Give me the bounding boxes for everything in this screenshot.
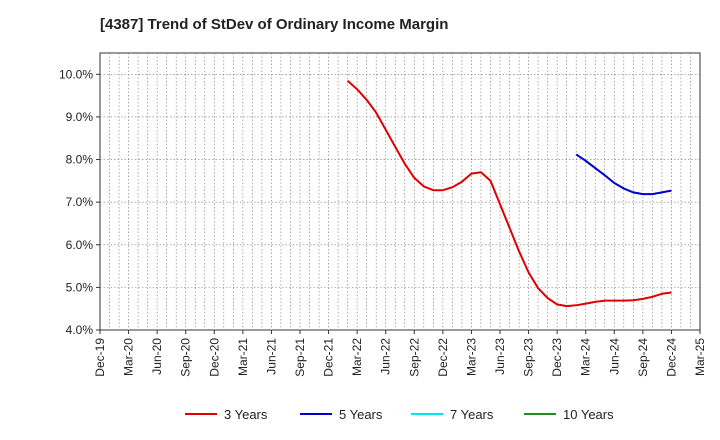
y-tick-label: 7.0% — [66, 195, 94, 209]
y-tick-label: 4.0% — [66, 323, 94, 337]
x-tick-label: Jun-21 — [264, 338, 278, 375]
x-tick-label: Mar-25 — [693, 338, 707, 376]
x-tick-label: Dec-19 — [93, 338, 107, 377]
x-tick-label: Dec-21 — [322, 338, 336, 377]
y-tick-label: 5.0% — [66, 280, 94, 294]
x-tick-label: Mar-20 — [122, 338, 136, 376]
x-tick-label: Sep-24 — [636, 338, 650, 377]
x-tick-label: Sep-20 — [179, 338, 193, 377]
legend: 3 Years 5 Years 7 Years 10 Years — [185, 407, 614, 422]
x-tick-label: Sep-22 — [407, 338, 421, 377]
x-tick-label: Mar-21 — [236, 338, 250, 376]
series-lines — [346, 79, 672, 308]
x-axis-ticks: Dec-19 Mar-20 Jun-20 Sep-20 Dec-20 Mar-21 Jun-… — [93, 330, 707, 377]
x-tick-label: Sep-23 — [522, 338, 536, 377]
x-tick-label: Jun-20 — [150, 338, 164, 375]
plot-area — [99, 52, 701, 331]
x-tick-label: Dec-23 — [550, 338, 564, 377]
legend-label: 7 Years — [450, 407, 494, 422]
x-tick-label: Dec-22 — [436, 338, 450, 377]
y-tick-label: 9.0% — [66, 110, 94, 124]
chart-title: [4387] Trend of StDev of Ordinary Income… — [100, 16, 449, 33]
x-tick-label: Dec-20 — [207, 338, 221, 377]
x-tick-label: Sep-21 — [293, 338, 307, 377]
legend-label: 10 Years — [563, 407, 614, 422]
legend-label: 3 Years — [224, 407, 268, 422]
y-tick-label: 6.0% — [66, 238, 94, 252]
x-tick-label: Dec-24 — [664, 338, 678, 377]
x-tick-label: Mar-23 — [464, 338, 478, 376]
x-tick-label: Jun-23 — [493, 338, 507, 375]
y-tick-label: 10.0% — [59, 67, 93, 81]
y-tick-label: 8.0% — [66, 153, 94, 167]
x-tick-label: Mar-24 — [579, 338, 593, 376]
x-tick-label: Mar-22 — [350, 338, 364, 376]
legend-label: 5 Years — [339, 407, 383, 422]
x-tick-label: Jun-22 — [379, 338, 393, 375]
series-line-5-years — [575, 153, 672, 196]
grid-lines — [100, 53, 700, 330]
series-line-3-years — [346, 79, 672, 308]
y-axis-ticks: 4.0% 5.0% 6.0% 7.0% 8.0% 9.0% 10.0% — [59, 67, 100, 337]
x-tick-label: Jun-24 — [607, 338, 621, 375]
